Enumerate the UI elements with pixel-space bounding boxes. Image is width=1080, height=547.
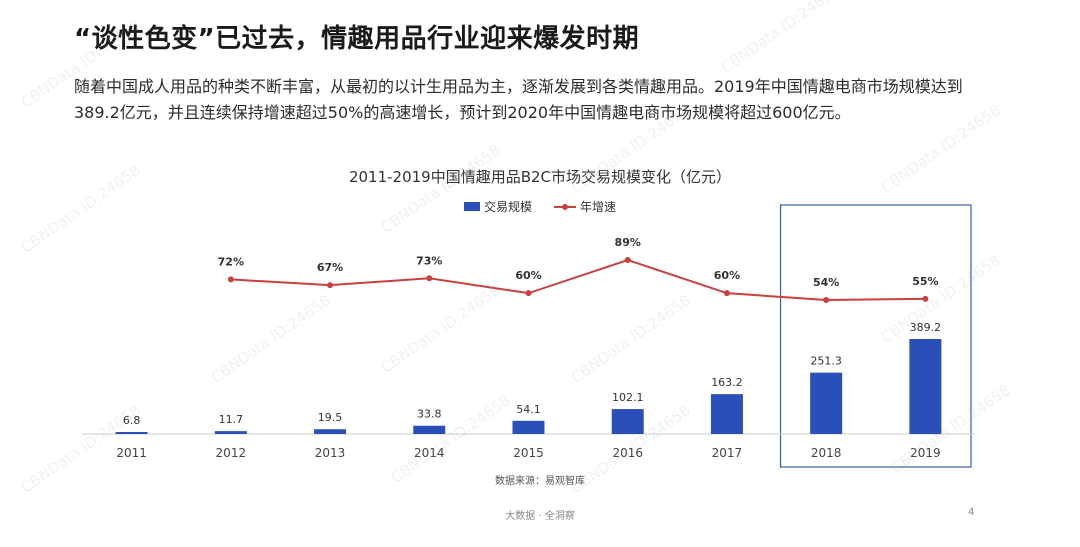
bar (413, 425, 446, 434)
growth-value-label: 55% (912, 275, 938, 288)
x-tick-label: 2019 (910, 446, 941, 460)
growth-value-label: 60% (515, 269, 541, 282)
legend-label-volume: 交易规模 (483, 200, 532, 214)
bar-value-label: 33.8 (417, 408, 442, 421)
legend-line-swatch (554, 202, 576, 212)
bar (314, 429, 347, 434)
bar-value-label: 11.7 (219, 413, 244, 426)
growth-value-label: 89% (615, 236, 641, 249)
bar (710, 394, 743, 434)
highlight-box (779, 204, 972, 468)
intro-paragraph: 随着中国成人用品的种类不断丰富，从最初的以计生用品为主，逐渐发展到各类情趣用品。… (74, 77, 963, 122)
bar (512, 420, 545, 434)
growth-point (922, 295, 929, 302)
bar (115, 432, 148, 434)
x-tick-label: 2012 (216, 446, 247, 460)
bar (909, 339, 942, 434)
growth-value-label: 67% (317, 261, 343, 274)
growth-point (723, 290, 730, 297)
x-tick-label: 2013 (315, 446, 346, 460)
growth-point (624, 257, 631, 263)
bar-value-label: 163.2 (711, 376, 743, 389)
x-tick-label: 2018 (811, 446, 842, 460)
bar-value-label: 19.5 (318, 411, 343, 424)
growth-value-label: 72% (218, 255, 244, 268)
growth-point (227, 276, 234, 283)
growth-point (426, 275, 433, 282)
source-note: 数据来源：易观智库 (495, 476, 585, 487)
page-title: “谈性色变”已过去，情趣用品行业迎来爆发时期 (74, 24, 640, 54)
bar (214, 431, 247, 434)
growth-value-label: 73% (416, 254, 442, 267)
footer-brand: 大数据 · 全洞察 (505, 511, 575, 522)
x-tick-label: 2011 (116, 446, 147, 460)
growth-line (230, 258, 926, 302)
x-tick-label: 2017 (712, 446, 743, 460)
x-tick-label: 2014 (414, 446, 445, 460)
growth-point (525, 290, 532, 297)
chart-legend: 交易规模 年增速 (0, 198, 1080, 215)
bar (810, 372, 843, 434)
x-tick-label: 2016 (612, 446, 643, 460)
growth-point (823, 297, 830, 303)
bar-value-label: 102.1 (612, 391, 644, 404)
growth-point (327, 282, 334, 289)
legend-bar-swatch (463, 202, 480, 211)
bar-value-label: 54.1 (516, 403, 541, 416)
page-number: 4 (968, 507, 975, 518)
bar-value-label: 6.8 (123, 414, 141, 427)
growth-value-label: 54% (813, 276, 839, 289)
chart-title: 2011-2019中国情趣用品B2C市场交易规模变化（亿元） (348, 168, 732, 186)
growth-value-label: 60% (714, 269, 740, 282)
legend-item-growth: 年增速 (554, 198, 616, 215)
bar-value-label: 251.3 (810, 355, 842, 368)
bar-value-label: 389.2 (910, 321, 942, 334)
legend-label-growth: 年增速 (580, 200, 617, 214)
x-tick-label: 2015 (513, 446, 544, 460)
bar (611, 409, 644, 434)
legend-item-volume: 交易规模 (463, 198, 532, 215)
